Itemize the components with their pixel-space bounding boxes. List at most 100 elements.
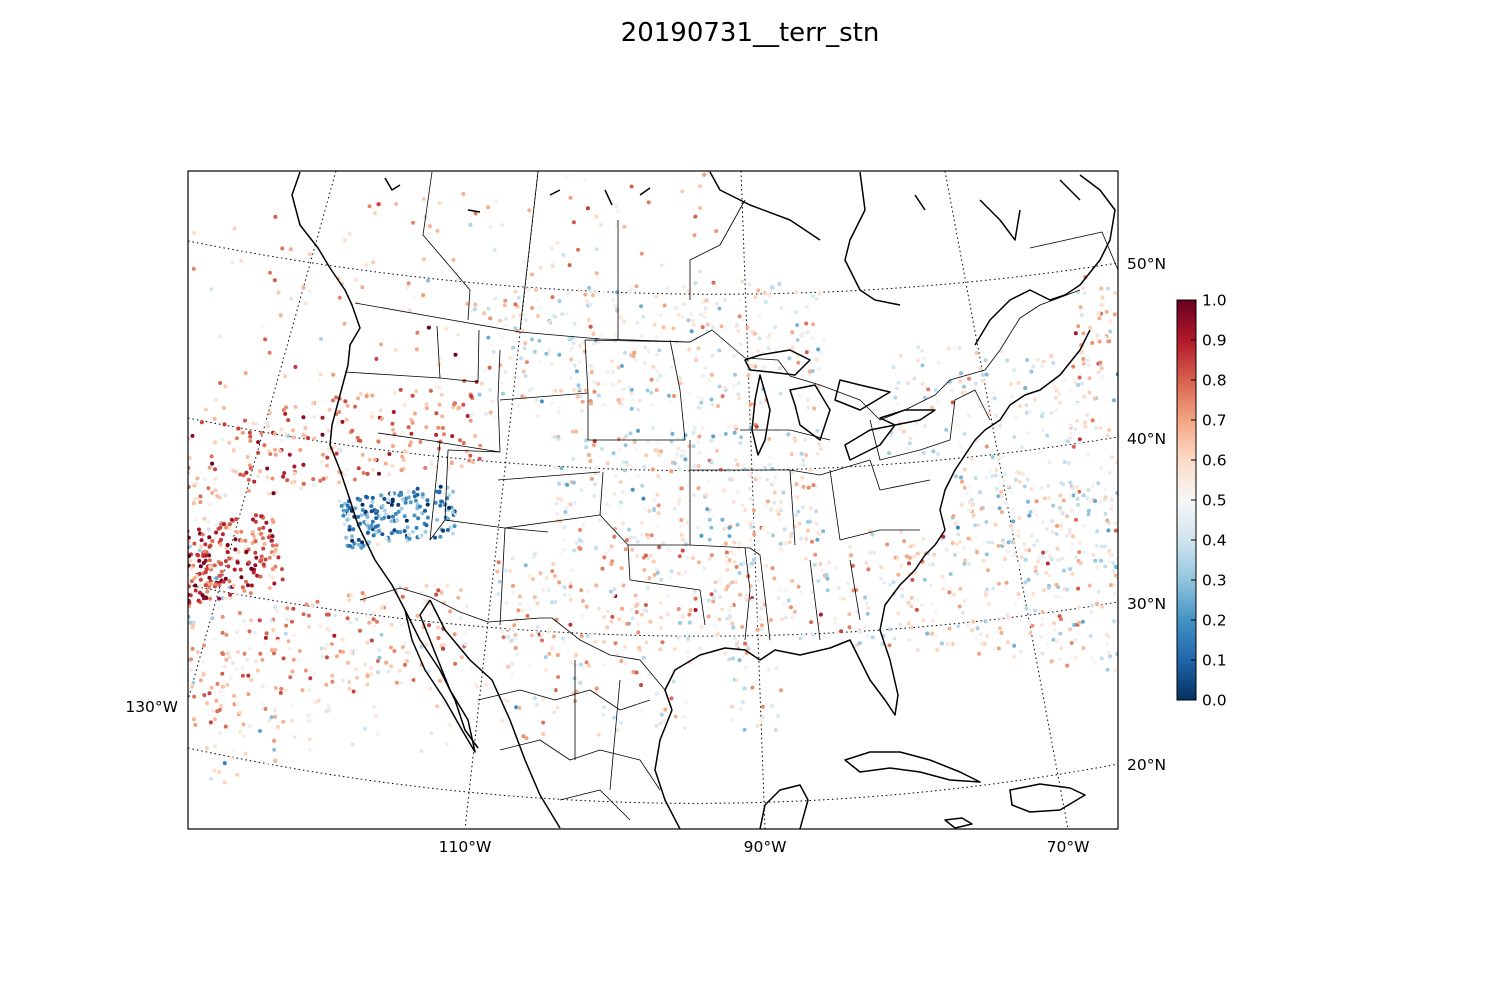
station-dot <box>1131 570 1135 574</box>
station-dot <box>1288 686 1292 690</box>
station-dot <box>905 381 910 386</box>
station-dot <box>1222 525 1226 529</box>
station-dot <box>676 571 681 576</box>
station-dot <box>8 583 12 587</box>
station-dot <box>199 420 204 425</box>
station-dot <box>915 648 920 652</box>
station-dot <box>312 673 317 678</box>
station-dot <box>262 640 267 645</box>
station-dot <box>1255 555 1259 559</box>
station-dot <box>191 680 196 685</box>
station-dot <box>1284 488 1288 492</box>
station-dot <box>906 621 911 626</box>
station-dot <box>789 605 793 610</box>
station-dot <box>0 628 4 632</box>
station-dot <box>84 590 88 594</box>
station-dot <box>172 613 176 617</box>
station-dot <box>408 500 413 505</box>
station-dot <box>1138 392 1142 396</box>
station-dot <box>246 692 251 697</box>
station-dot <box>4 771 8 775</box>
station-dot <box>246 488 251 493</box>
station-dot <box>414 389 419 394</box>
station-dot <box>411 678 416 682</box>
station-dot <box>117 654 121 658</box>
station-dot <box>1085 495 1090 500</box>
station-dot <box>1073 331 1078 336</box>
station-dot <box>1448 603 1452 607</box>
station-dot <box>606 609 610 614</box>
station-dot <box>1282 438 1286 442</box>
station-dot <box>909 595 914 600</box>
station-dot <box>74 491 78 495</box>
station-dot <box>657 545 662 550</box>
station-dot <box>275 639 280 644</box>
station-dot <box>373 211 377 216</box>
station-dot <box>532 696 537 701</box>
station-dot <box>772 490 777 495</box>
station-dot <box>369 672 374 677</box>
station-dot <box>932 552 937 557</box>
station-dot <box>229 676 233 681</box>
station-dot <box>1196 336 1200 340</box>
station-dot <box>2 746 6 750</box>
station-dot <box>149 441 153 445</box>
station-dot <box>198 494 203 499</box>
station-dot <box>225 682 230 687</box>
station-dot <box>656 503 661 508</box>
station-dot <box>1445 773 1449 777</box>
station-dot <box>568 622 573 627</box>
station-dot <box>465 604 469 609</box>
station-dot <box>1114 619 1118 624</box>
station-dot <box>125 665 129 669</box>
station-dot <box>415 486 420 491</box>
station-dot <box>1230 579 1234 583</box>
station-dot <box>1153 337 1157 341</box>
station-dot <box>1398 712 1402 716</box>
station-dot <box>551 562 556 566</box>
station-dot <box>212 563 217 568</box>
station-dot <box>1129 627 1133 631</box>
station-dot <box>204 746 209 751</box>
station-dot <box>1163 300 1167 304</box>
station-dot <box>689 329 694 334</box>
station-dot <box>730 580 735 585</box>
station-dot <box>1045 642 1050 647</box>
station-dot <box>1279 463 1283 467</box>
station-dot <box>66 618 70 622</box>
station-dot <box>1338 641 1342 645</box>
station-dot <box>1251 493 1255 497</box>
station-dot <box>291 435 296 440</box>
station-dot <box>299 486 304 491</box>
station-dot <box>1157 350 1161 354</box>
station-dot <box>928 562 933 567</box>
station-dot <box>18 654 22 658</box>
station-dot <box>199 538 204 543</box>
station-dot <box>341 513 346 518</box>
station-dot <box>251 570 256 575</box>
station-dot <box>822 634 827 639</box>
station-dot <box>149 625 153 629</box>
station-dot <box>25 619 29 623</box>
station-dot <box>727 613 732 618</box>
station-dot <box>1390 634 1394 638</box>
station-dot <box>800 505 805 510</box>
station-dot <box>69 822 73 826</box>
station-dot <box>1280 381 1284 385</box>
station-dot <box>10 627 14 631</box>
station-dot <box>745 645 750 650</box>
station-dot <box>192 497 197 502</box>
station-dot <box>491 350 496 354</box>
station-dot <box>776 512 781 517</box>
station-dot <box>73 513 77 517</box>
station-dot <box>979 506 984 511</box>
station-dot <box>996 543 1001 548</box>
station-dot <box>150 623 154 627</box>
station-dot <box>1294 674 1298 678</box>
station-dot <box>1109 553 1114 558</box>
station-dot <box>1138 631 1142 635</box>
station-dot <box>306 713 311 718</box>
station-dot <box>340 637 345 642</box>
station-dot <box>555 705 560 710</box>
station-dot <box>984 372 989 377</box>
